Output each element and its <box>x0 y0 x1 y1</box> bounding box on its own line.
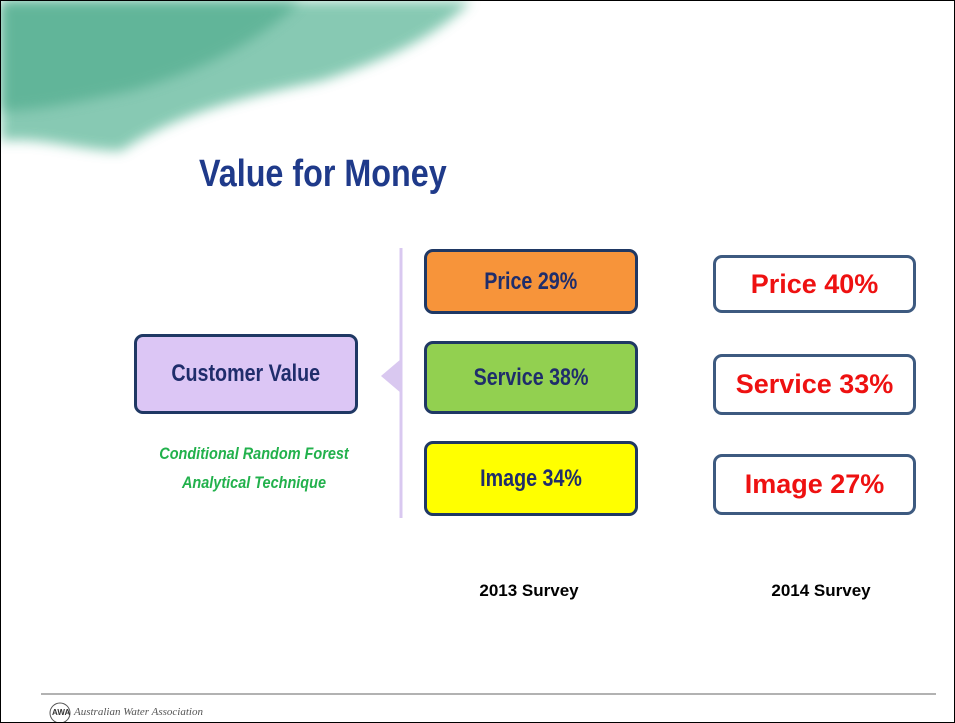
item: Price 40% <box>751 269 879 300</box>
item: Image 34% <box>480 465 582 493</box>
item: Price 29% <box>484 268 577 296</box>
item: Service 33% <box>736 369 894 400</box>
survey-label: 2014 Survey <box>721 581 921 601</box>
survey-box: Service 38% <box>424 341 638 414</box>
survey-box: Service 33% <box>713 354 916 415</box>
survey-box: Price 29% <box>424 249 638 314</box>
title: Value for Money <box>199 153 447 196</box>
slide: Value for Money Customer Value Condition… <box>0 0 955 723</box>
survey-label: 2013 Survey <box>429 581 629 601</box>
footer-text: Australian Water Association <box>74 706 203 718</box>
center-box: Customer Value <box>134 334 358 414</box>
survey-box: Price 40% <box>713 255 916 313</box>
note: Analytical Technique <box>144 473 365 493</box>
center-label: Customer Value <box>172 360 321 388</box>
item: Image 27% <box>745 469 885 500</box>
survey-box: Image 27% <box>713 454 916 515</box>
item: Service 38% <box>474 364 589 392</box>
note: Conditional Random Forest <box>144 444 365 464</box>
footer-logo: AWA <box>52 708 70 717</box>
survey-box: Image 34% <box>424 441 638 516</box>
